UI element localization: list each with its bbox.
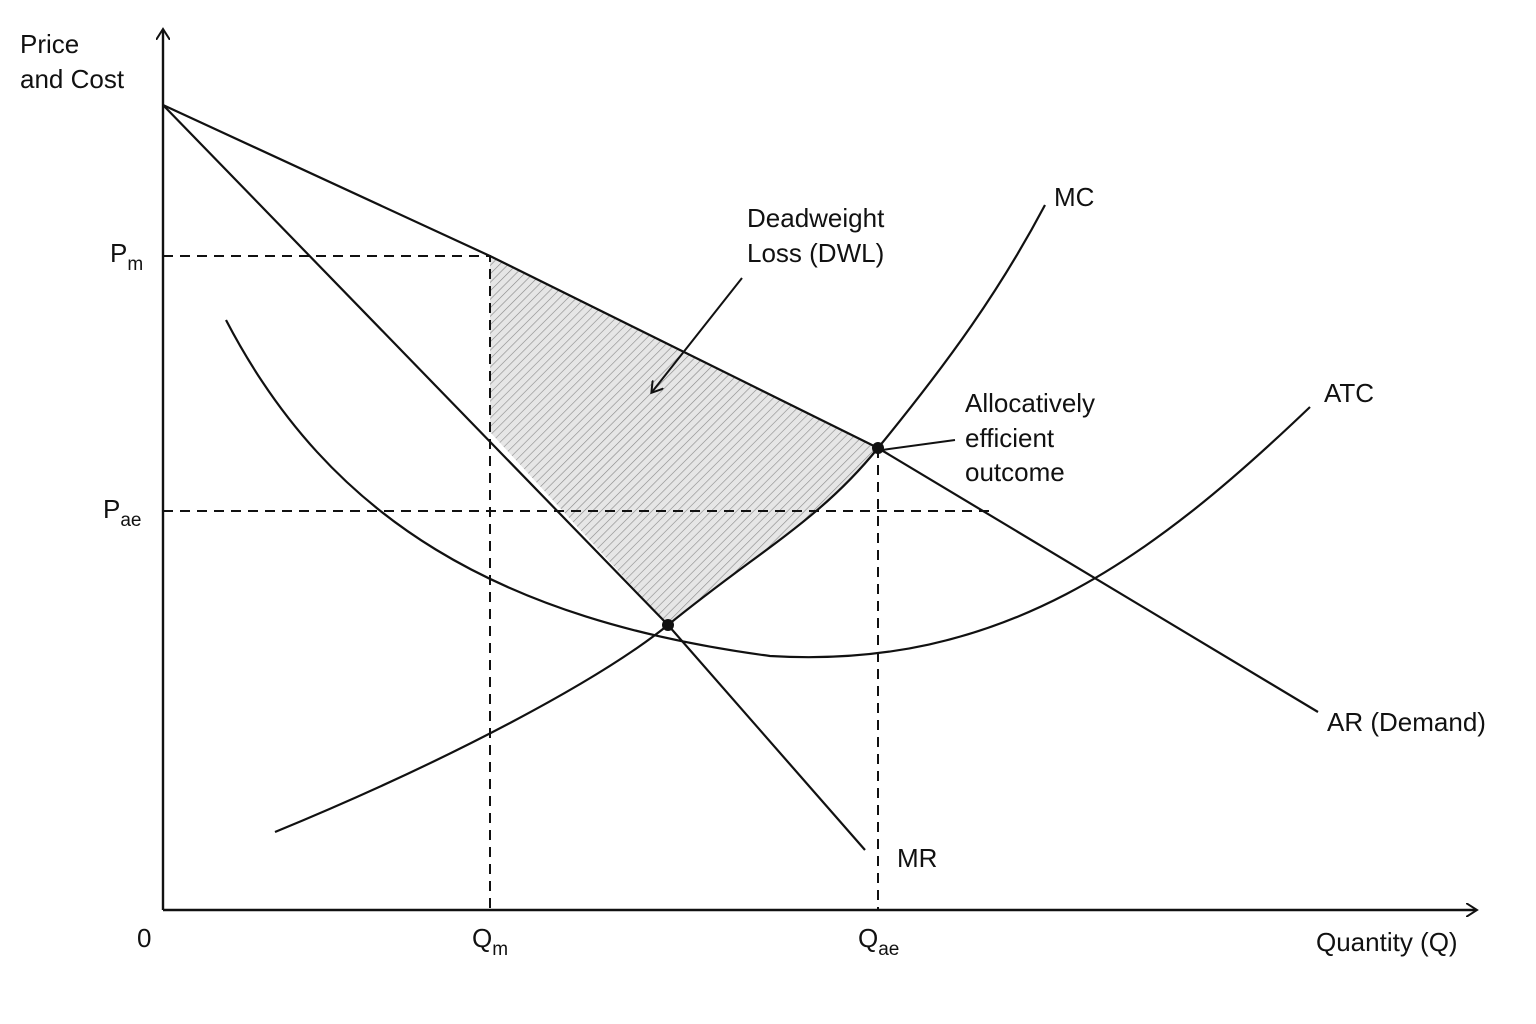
- label-main: P: [103, 494, 120, 524]
- price-label: Pm: [110, 238, 143, 275]
- efficient-point: [872, 442, 884, 454]
- y-axis-label: and Cost: [20, 64, 125, 94]
- label-sub: m: [127, 254, 143, 275]
- efficient-pointer: [881, 439, 956, 451]
- label-sub: ae: [878, 939, 899, 960]
- label-sub: m: [492, 939, 508, 960]
- atc-label: ATC: [1324, 378, 1374, 408]
- quantity-label: Qm: [472, 923, 508, 960]
- price-label: Pae: [103, 494, 141, 531]
- mc-label: MC: [1054, 182, 1094, 212]
- dwl-arrow: [652, 277, 743, 392]
- ar-label: AR (Demand): [1327, 707, 1486, 737]
- mc-curve: [274, 204, 1046, 834]
- efficient-label: efficient: [965, 423, 1055, 453]
- quantity-label: Qae: [858, 923, 899, 960]
- efficient-label: Allocatively: [965, 388, 1095, 418]
- x-axis-label: Quantity (Q): [1316, 927, 1458, 957]
- dwl-label: Loss (DWL): [747, 238, 884, 268]
- mr-mc-point: [662, 619, 674, 631]
- efficient-label: outcome: [965, 457, 1065, 487]
- mr-label: MR: [897, 843, 937, 873]
- dwl-label: Deadweight: [747, 203, 885, 233]
- dwl-area: [490, 256, 878, 625]
- label-sub: ae: [120, 510, 141, 531]
- y-axis-label: Price: [20, 29, 79, 59]
- label-main: Q: [472, 923, 492, 953]
- origin-label: 0: [137, 923, 151, 953]
- atc-curve: [225, 319, 1311, 659]
- pm-qm-guide: [163, 255, 491, 910]
- label-main: P: [110, 238, 127, 268]
- label-main: Q: [858, 923, 878, 953]
